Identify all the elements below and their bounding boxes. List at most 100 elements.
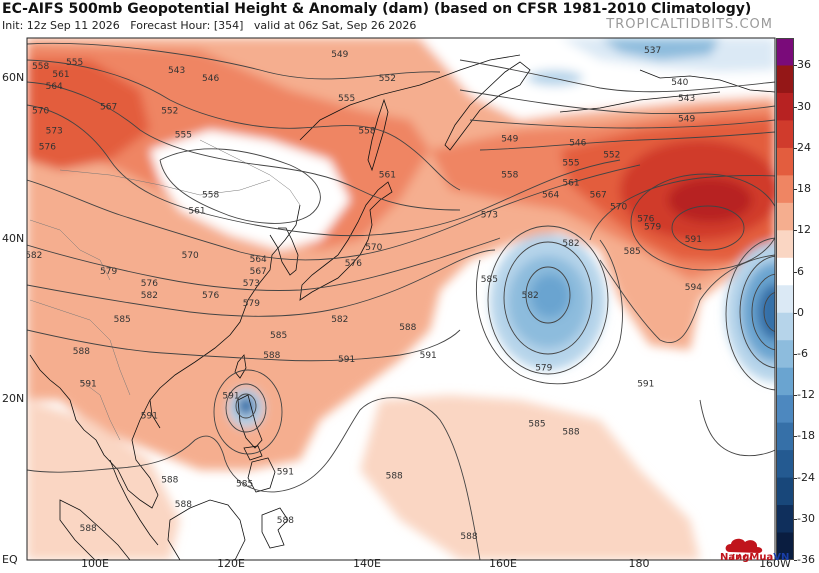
contour-588-south bbox=[27, 397, 481, 560]
contour-label: 552 bbox=[161, 106, 178, 116]
contour-567-pacific bbox=[479, 131, 775, 151]
contour-582-cutoff bbox=[503, 241, 593, 355]
border-indochina bbox=[79, 379, 121, 441]
colorbar-label: 12 bbox=[797, 223, 811, 237]
contour-label: 576 bbox=[345, 259, 362, 269]
contour-label: 564 bbox=[46, 82, 63, 92]
colorbar-label: -24 bbox=[797, 470, 815, 484]
colorbar-swatch bbox=[776, 92, 794, 121]
contour-579-cutoff bbox=[525, 266, 571, 324]
coast-taiwan bbox=[234, 354, 247, 379]
negative-anomaly-bering bbox=[527, 70, 583, 86]
coast-malay bbox=[109, 459, 159, 546]
contour-label: 582 bbox=[25, 251, 42, 261]
contour-label: 561 bbox=[562, 179, 579, 189]
contour-585 bbox=[27, 237, 501, 291]
contour-label: 576 bbox=[202, 291, 219, 301]
contour-label: 561 bbox=[188, 207, 205, 217]
contour-label: 561 bbox=[379, 171, 396, 181]
colorbar-swatch bbox=[776, 312, 794, 341]
contour-561 bbox=[27, 59, 461, 191]
contour-label: 579 bbox=[100, 267, 117, 277]
contour-label: 567 bbox=[590, 191, 607, 201]
coast-sulawesi bbox=[261, 507, 289, 549]
contour-label: 585 bbox=[114, 315, 131, 325]
colorbar-tick bbox=[794, 477, 797, 479]
valid-time: valid at 06z Sat, Sep 26 2026 bbox=[253, 19, 417, 32]
coast-visayas bbox=[243, 445, 263, 461]
contour-east-low-4 bbox=[725, 237, 775, 391]
logo-text-red: NangMua bbox=[720, 552, 774, 563]
negative-anomaly-aleutian-core bbox=[600, 38, 720, 60]
contour-label: 555 bbox=[338, 94, 355, 104]
colorbar-swatch bbox=[776, 202, 794, 231]
forecast-hour: Forecast Hour: [354] bbox=[130, 19, 244, 32]
contour-label: 591 bbox=[277, 468, 294, 478]
contour-label: 588 bbox=[277, 516, 294, 526]
coast-kamchatka bbox=[444, 61, 531, 151]
colorbar-frame bbox=[776, 38, 794, 560]
typhoon-anomaly-core bbox=[237, 396, 255, 416]
colorbar-tick bbox=[794, 106, 797, 108]
colorbar-tick bbox=[794, 436, 797, 438]
east-pacific-low-core bbox=[757, 284, 775, 340]
contour-label: 591 bbox=[420, 351, 437, 361]
contour-585-ridge bbox=[589, 175, 775, 241]
contour-label: 558 bbox=[501, 171, 518, 181]
contour-label: 576 bbox=[637, 215, 654, 225]
logo-text-blue: VN bbox=[773, 552, 790, 563]
contour-label: 552 bbox=[379, 74, 396, 84]
colorbar-tick bbox=[794, 271, 797, 273]
contour-label: 579 bbox=[644, 223, 661, 233]
contour-588-cutoff bbox=[475, 239, 623, 385]
contour-label: 588 bbox=[386, 472, 403, 482]
contour-label: 588 bbox=[175, 500, 192, 510]
contour-label: 558 bbox=[202, 191, 219, 201]
contour-label: 555 bbox=[562, 158, 579, 168]
colorbar-swatch bbox=[776, 532, 794, 560]
coast-mindanao bbox=[247, 457, 276, 493]
contour-label: 579 bbox=[243, 299, 260, 309]
contour-label: 588 bbox=[80, 524, 97, 534]
colorbar-swatch bbox=[776, 120, 794, 149]
contour-east-low-2 bbox=[751, 273, 775, 351]
colorbar-swatch bbox=[776, 285, 794, 314]
colorbar-label: 24 bbox=[797, 140, 811, 154]
contour-label: 588 bbox=[460, 532, 477, 542]
contour-label: 540 bbox=[671, 78, 688, 88]
colorbar-swatch bbox=[776, 147, 794, 176]
colorbar-swatch bbox=[776, 257, 794, 286]
contour-label: 579 bbox=[535, 363, 552, 373]
contour-label: 594 bbox=[685, 283, 702, 293]
contour-label: 585 bbox=[481, 275, 498, 285]
map-frame bbox=[26, 37, 776, 561]
contour-label: 573 bbox=[243, 279, 260, 289]
anomaly-12-northwest bbox=[27, 60, 150, 170]
contour-label: 588 bbox=[73, 347, 90, 357]
colorbar-swatch bbox=[776, 175, 794, 204]
colorbar-swatch bbox=[776, 38, 794, 66]
colorbar-label: 30 bbox=[797, 99, 811, 113]
contour-label: 555 bbox=[66, 58, 83, 68]
contour-typhoon-outer bbox=[213, 369, 283, 455]
coast-aleutians bbox=[559, 91, 721, 113]
colorbar-tick bbox=[794, 395, 797, 397]
contour-label: 564 bbox=[542, 191, 559, 201]
contour-label: 588 bbox=[399, 323, 416, 333]
contour-label: 564 bbox=[250, 255, 267, 265]
colorbar-swatch bbox=[776, 422, 794, 451]
colorbar-tick bbox=[794, 518, 797, 520]
colorbar-label: 0 bbox=[797, 305, 804, 319]
contour-label: 573 bbox=[46, 126, 63, 136]
contour-588-ridge bbox=[599, 254, 775, 343]
contour-label: 582 bbox=[141, 291, 158, 301]
colorbar-label: -6 bbox=[797, 346, 808, 360]
map-plot-area: 5555585615645675705735765435465525555495… bbox=[25, 38, 775, 560]
colorbar-swatch bbox=[776, 395, 794, 424]
contour-label: 582 bbox=[331, 315, 348, 325]
contour-549-aleutian bbox=[459, 59, 775, 93]
latitude-label: 60N bbox=[2, 71, 25, 85]
contour-labels: 5555585615645675705735765435465525555495… bbox=[25, 46, 702, 542]
colorbar-tick bbox=[794, 189, 797, 191]
